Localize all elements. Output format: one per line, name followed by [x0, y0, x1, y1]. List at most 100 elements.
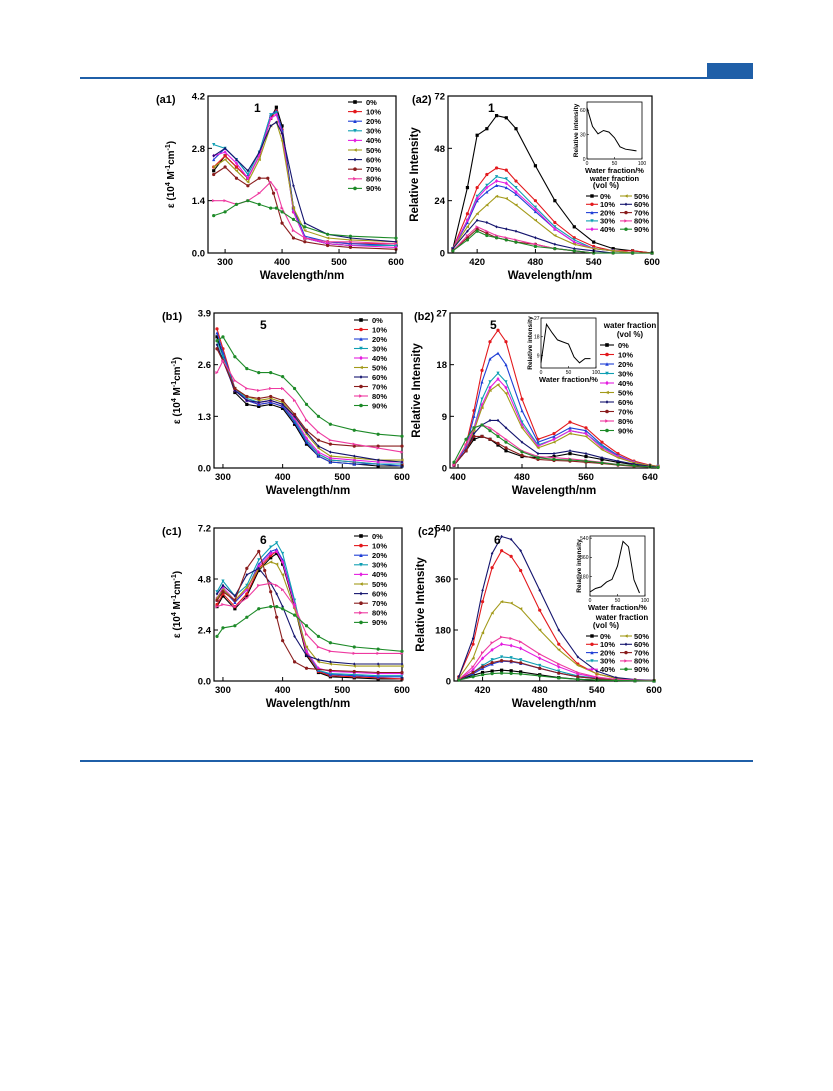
x-axis-label: Wavelength/nm	[508, 270, 593, 282]
legend-marker	[590, 210, 594, 215]
data-point	[233, 594, 237, 598]
data-point	[500, 600, 504, 604]
data-point	[520, 426, 524, 430]
data-point	[221, 579, 225, 583]
panel-a2: 420 480 540 6000244872Wavelength/nmRelative…	[409, 92, 660, 283]
data-point	[292, 184, 295, 188]
data-point	[592, 240, 596, 244]
data-point	[303, 228, 307, 233]
inset-x-label-2: water fraction	[589, 174, 640, 183]
y-tick-label: 540	[435, 524, 451, 535]
data-point	[496, 443, 500, 447]
data-point	[472, 437, 476, 441]
legend-marker	[359, 375, 363, 379]
data-point	[233, 624, 237, 628]
data-point	[614, 676, 618, 680]
data-point	[348, 238, 353, 242]
data-point	[223, 199, 227, 203]
data-point	[490, 611, 494, 615]
data-point	[557, 662, 561, 666]
data-point	[576, 675, 580, 679]
data-point	[245, 566, 249, 570]
data-point	[326, 240, 330, 244]
y-axis-label-part: M	[172, 601, 183, 612]
data-point	[212, 172, 216, 177]
data-point	[328, 460, 332, 464]
inset-y-tick-label: 0	[583, 157, 586, 163]
panel-a1: 300 400 500 600 0.0 1.4 2.8 4.2 Wavelength/nm ε (…	[156, 92, 404, 283]
inset-y-tick-label: 30	[580, 132, 586, 138]
data-point	[504, 168, 508, 172]
legend-label: 30%	[618, 369, 633, 378]
data-point	[292, 412, 297, 416]
data-point	[215, 598, 219, 602]
data-point	[538, 666, 542, 670]
data-point	[400, 450, 404, 454]
panel-label: (a1)	[156, 94, 176, 106]
y-tick-label: 0	[442, 464, 447, 475]
data-point	[500, 642, 504, 647]
legend-marker	[590, 659, 594, 663]
legend-marker	[359, 394, 363, 398]
legend-label: 70%	[634, 208, 649, 217]
series-line-30pct	[452, 176, 652, 254]
data-point	[538, 608, 542, 612]
data-point	[394, 236, 398, 240]
legend-marker	[359, 572, 363, 577]
y-axis-label-part: -1	[171, 574, 178, 580]
data-point	[496, 418, 500, 422]
x-tick-label: 420	[469, 257, 485, 268]
data-point	[553, 242, 557, 246]
panel-label: (c2)	[418, 526, 438, 538]
data-point	[245, 615, 249, 619]
legend-title: water fraction	[595, 613, 649, 622]
data-point	[304, 666, 309, 670]
data-point	[485, 172, 489, 177]
legend-label: 90%	[634, 225, 649, 234]
data-point	[212, 142, 216, 147]
data-point	[592, 247, 596, 251]
data-point	[600, 457, 604, 461]
data-point	[257, 607, 261, 611]
data-point	[271, 191, 276, 195]
data-point	[520, 440, 524, 444]
data-point	[257, 157, 261, 162]
data-point	[376, 647, 380, 651]
data-point	[280, 210, 284, 214]
x-tick-label: 300	[217, 257, 233, 268]
y-axis-label-part: ε (10	[172, 616, 183, 638]
data-point	[520, 453, 524, 457]
y-tick-label: 7.2	[198, 524, 211, 535]
x-axis-label: Wavelength/nm	[266, 698, 351, 710]
data-point	[376, 458, 380, 462]
data-point	[568, 426, 572, 430]
data-point	[234, 169, 239, 173]
data-point	[584, 434, 588, 439]
legend-label: 60%	[634, 200, 649, 209]
legend-marker	[353, 119, 357, 123]
inset-x-tick-label: 0	[586, 161, 589, 167]
data-point	[472, 431, 476, 436]
data-point	[490, 658, 494, 662]
y-axis-label-part: M	[172, 387, 183, 398]
data-point	[316, 450, 321, 455]
data-point	[504, 391, 508, 395]
data-point	[352, 462, 356, 466]
data-point	[488, 388, 492, 393]
x-tick-label: 600	[394, 685, 410, 696]
x-tick-label: 480	[514, 472, 530, 483]
data-point	[480, 656, 485, 661]
data-point	[266, 176, 270, 180]
data-point	[452, 463, 456, 467]
data-point	[464, 449, 468, 453]
y-axis-label-part: 4	[171, 398, 178, 402]
inset-line	[586, 107, 637, 152]
data-point	[475, 196, 479, 201]
data-point	[275, 120, 278, 124]
y-axis-label-part: -1	[171, 381, 178, 387]
series-line-90pct	[452, 230, 652, 254]
data-point	[246, 184, 250, 188]
inset-x-tick-label: 50	[615, 598, 621, 604]
legend-marker	[605, 380, 609, 386]
